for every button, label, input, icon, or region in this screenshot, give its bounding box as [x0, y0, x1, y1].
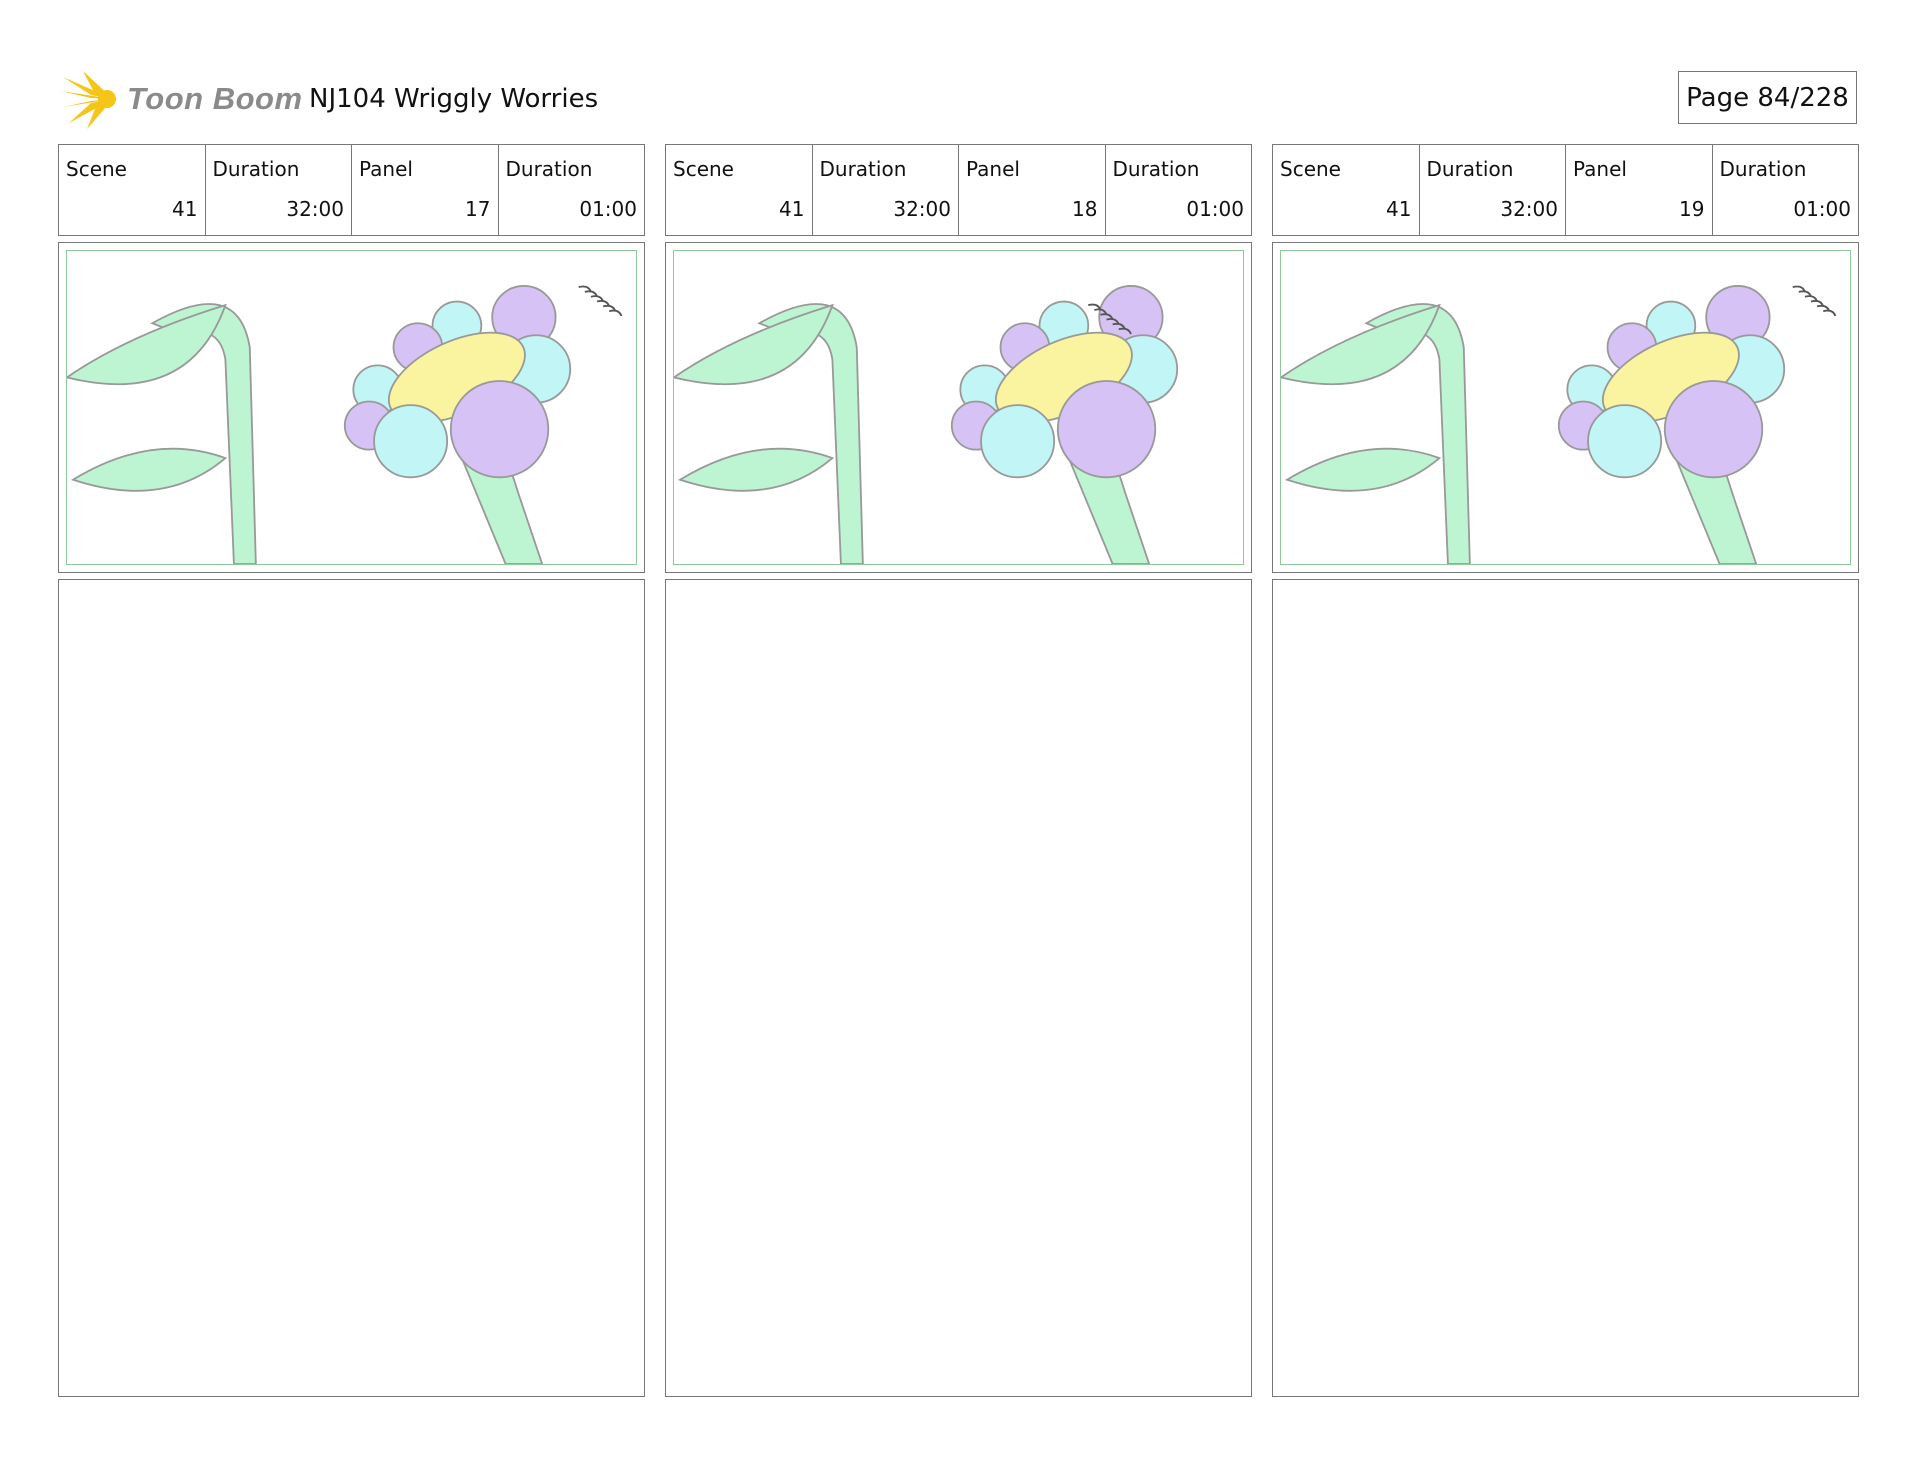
panel-value: 19 — [1679, 197, 1705, 221]
upper-leaf — [67, 303, 227, 386]
scene-label: Scene — [66, 157, 127, 181]
panel-image[interactable] — [58, 242, 645, 573]
lower-leaf — [677, 447, 835, 492]
camera-frame — [673, 250, 1244, 565]
scene-duration-value: 32:00 — [893, 197, 951, 221]
scene-value: 41 — [779, 197, 805, 221]
panel-cell: Panel 19 — [1565, 145, 1712, 235]
scene-duration-cell: Duration 32:00 — [811, 145, 959, 235]
panel-duration-label: Duration — [505, 157, 593, 181]
panel-notes[interactable] — [58, 579, 645, 1397]
panel-notes[interactable] — [665, 579, 1252, 1397]
starburst-icon — [61, 71, 116, 129]
scene-duration-label: Duration — [212, 157, 300, 181]
storyboard-drawing — [674, 285, 1179, 564]
scene-cell: Scene 41 — [59, 145, 205, 235]
panel-info-table: Scene 41 Duration 32:00 Panel 17 Duration 01… — [58, 144, 645, 236]
page-indicator: Page 84/228 — [1678, 71, 1857, 124]
storyboard-drawing — [67, 285, 623, 564]
panel-cell: Panel 17 — [351, 145, 498, 235]
panel-label: Panel — [359, 157, 413, 181]
panel-column: Scene 41 Duration 32:00 Panel 19 Duration 01… — [1272, 144, 1859, 1397]
panel-column: Scene 41 Duration 32:00 Panel 17 Duration 01… — [58, 144, 645, 1397]
scene-label: Scene — [673, 157, 734, 181]
panel-duration-value: 01:00 — [1186, 197, 1244, 221]
panel-duration-value: 01:00 — [1793, 197, 1851, 221]
scene-value: 41 — [172, 197, 198, 221]
panel-cell: Panel 18 — [958, 145, 1105, 235]
panel-notes[interactable] — [1272, 579, 1859, 1397]
scene-duration-cell: Duration 32:00 — [1418, 145, 1566, 235]
lower-leaf — [1284, 447, 1442, 492]
flower — [343, 285, 572, 479]
panel-duration-cell: Duration 01:00 — [1711, 145, 1859, 235]
scene-value: 41 — [1386, 197, 1412, 221]
panel-label: Panel — [1573, 157, 1627, 181]
worm — [1088, 303, 1132, 335]
worm — [1792, 285, 1837, 317]
panel-duration-value: 01:00 — [579, 197, 637, 221]
upper-leaf — [1281, 303, 1441, 386]
scene-duration-cell: Duration 32:00 — [204, 145, 352, 235]
panel-label: Panel — [966, 157, 1020, 181]
flower — [950, 285, 1179, 479]
panel-duration-cell: Duration 01:00 — [1104, 145, 1252, 235]
scene-cell: Scene 41 — [666, 145, 812, 235]
scene-duration-value: 32:00 — [286, 197, 344, 221]
panel-duration-cell: Duration 01:00 — [497, 145, 645, 235]
panel-info-table: Scene 41 Duration 32:00 Panel 19 Duration 01… — [1272, 144, 1859, 236]
project-title: NJ104 Wriggly Worries — [309, 84, 599, 114]
panel-value: 18 — [1072, 197, 1098, 221]
scene-duration-label: Duration — [819, 157, 907, 181]
lower-leaf — [70, 447, 228, 492]
camera-frame — [1280, 250, 1851, 565]
panel-duration-label: Duration — [1112, 157, 1200, 181]
flower — [1557, 285, 1786, 479]
panel-column: Scene 41 Duration 32:00 Panel 18 Duration 01… — [665, 144, 1252, 1397]
upper-leaf — [674, 303, 834, 386]
storyboard-drawing — [1281, 285, 1837, 564]
toon-boom-logo: Toon Boom — [61, 68, 303, 130]
scene-label: Scene — [1280, 157, 1341, 181]
scene-cell: Scene 41 — [1273, 145, 1419, 235]
panel-info-table: Scene 41 Duration 32:00 Panel 18 Duration 01… — [665, 144, 1252, 236]
panel-image[interactable] — [1272, 242, 1859, 573]
scene-duration-label: Duration — [1426, 157, 1514, 181]
panel-value: 17 — [465, 197, 491, 221]
panel-duration-label: Duration — [1719, 157, 1807, 181]
panel-image[interactable] — [665, 242, 1252, 573]
worm — [578, 285, 623, 317]
logo-text: Toon Boom — [127, 81, 303, 116]
camera-frame — [66, 250, 637, 565]
scene-duration-value: 32:00 — [1500, 197, 1558, 221]
